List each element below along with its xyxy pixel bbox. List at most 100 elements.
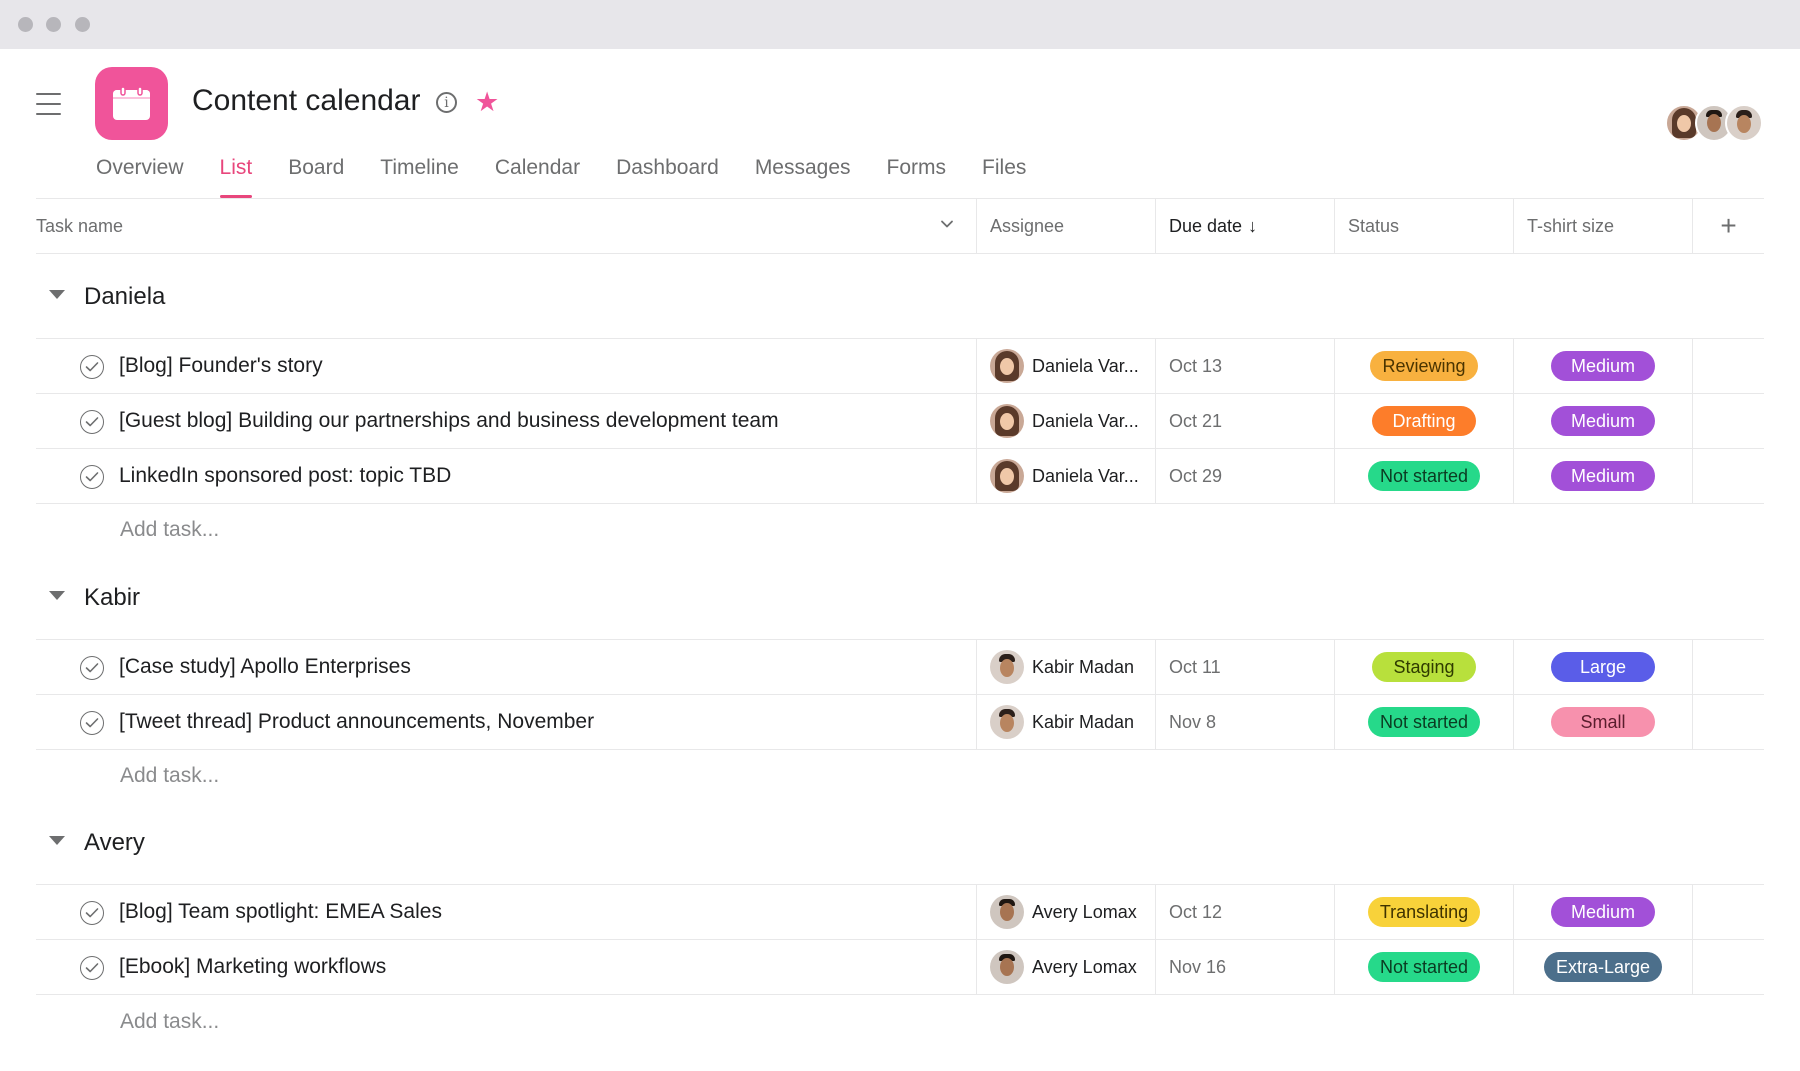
section-header[interactable]: Kabir xyxy=(36,555,1764,640)
star-icon[interactable]: ★ xyxy=(475,87,500,117)
complete-check-icon[interactable] xyxy=(80,901,104,925)
avatar xyxy=(990,404,1024,438)
page-title: Content calendar xyxy=(192,84,421,117)
task-name[interactable]: [Blog] Team spotlight: EMEA Sales xyxy=(119,900,442,923)
column-header-due-date[interactable]: Due date ↓ xyxy=(1155,199,1334,253)
empty-cell xyxy=(1692,640,1764,694)
status-badge[interactable]: Not started xyxy=(1367,707,1481,737)
caret-down-icon[interactable] xyxy=(49,290,65,299)
project-logo xyxy=(95,67,168,140)
tab-files[interactable]: Files xyxy=(982,156,1027,179)
complete-check-icon[interactable] xyxy=(80,410,104,434)
status-badge[interactable]: Translating xyxy=(1367,897,1481,927)
empty-cell xyxy=(1692,394,1764,448)
due-date[interactable]: Oct 11 xyxy=(1155,640,1334,694)
tab-messages[interactable]: Messages xyxy=(754,156,851,179)
size-badge[interactable]: Medium xyxy=(1551,897,1655,927)
project-members[interactable] xyxy=(1665,104,1763,142)
table-row[interactable]: [Blog] Founder's story Daniela Var... Oc… xyxy=(36,339,1764,394)
avatar xyxy=(990,349,1024,383)
window-maximize-button[interactable] xyxy=(75,17,90,32)
window-minimize-button[interactable] xyxy=(46,17,61,32)
assignee-name[interactable]: Avery Lomax xyxy=(1032,956,1137,977)
assignee-name[interactable]: Daniela Var... xyxy=(1032,465,1139,486)
size-badge[interactable]: Large xyxy=(1551,652,1655,682)
add-task-button[interactable]: Add task... xyxy=(120,518,220,541)
section-header[interactable]: Daniela xyxy=(36,254,1764,339)
assignee-name[interactable]: Daniela Var... xyxy=(1032,355,1139,376)
info-icon[interactable]: i xyxy=(436,92,457,113)
empty-cell xyxy=(1692,449,1764,503)
complete-check-icon[interactable] xyxy=(80,656,104,680)
size-badge[interactable]: Small xyxy=(1551,707,1655,737)
column-header-status[interactable]: Status xyxy=(1334,199,1513,253)
column-header-assignee[interactable]: Assignee xyxy=(976,199,1155,253)
due-date[interactable]: Nov 16 xyxy=(1155,940,1334,994)
tab-overview[interactable]: Overview xyxy=(96,156,184,179)
section-name: Daniela xyxy=(84,283,166,310)
size-badge[interactable]: Extra-Large xyxy=(1543,952,1663,982)
task-name[interactable]: LinkedIn sponsored post: topic TBD xyxy=(119,464,452,487)
calendar-icon xyxy=(113,87,150,120)
table-row[interactable]: [Ebook] Marketing workflows Avery Lomax … xyxy=(36,940,1764,995)
assignee-name[interactable]: Kabir Madan xyxy=(1032,656,1135,677)
avatar xyxy=(990,650,1024,684)
column-task-label: Task name xyxy=(36,215,124,236)
size-badge[interactable]: Medium xyxy=(1551,461,1655,491)
due-date[interactable]: Oct 12 xyxy=(1155,885,1334,939)
task-name[interactable]: [Tweet thread] Product announcements, No… xyxy=(119,710,595,733)
status-badge[interactable]: Not started xyxy=(1367,461,1481,491)
caret-down-icon[interactable] xyxy=(49,591,65,600)
table-row[interactable]: LinkedIn sponsored post: topic TBD Danie… xyxy=(36,449,1764,504)
column-size-label: T-shirt size xyxy=(1527,215,1615,236)
due-date[interactable]: Oct 13 xyxy=(1155,339,1334,393)
avatar xyxy=(990,705,1024,739)
member-avatar-kabir[interactable] xyxy=(1725,104,1763,142)
due-date[interactable]: Oct 29 xyxy=(1155,449,1334,503)
table-header: Task name Assignee Due date ↓ Status T-s… xyxy=(36,199,1764,254)
tab-dashboard[interactable]: Dashboard xyxy=(616,156,719,179)
complete-check-icon[interactable] xyxy=(80,465,104,489)
table-row[interactable]: [Blog] Team spotlight: EMEA Sales Avery … xyxy=(36,885,1764,940)
task-name[interactable]: [Case study] Apollo Enterprises xyxy=(119,655,411,678)
arrow-down-icon: ↓ xyxy=(1248,215,1258,236)
due-date[interactable]: Oct 21 xyxy=(1155,394,1334,448)
complete-check-icon[interactable] xyxy=(80,711,104,735)
window-close-button[interactable] xyxy=(18,17,33,32)
status-badge[interactable]: Drafting xyxy=(1372,406,1476,436)
empty-cell xyxy=(1692,940,1764,994)
column-header-task-name[interactable]: Task name xyxy=(36,199,976,253)
tab-list[interactable]: List xyxy=(219,156,252,198)
table-row[interactable]: [Tweet thread] Product announcements, No… xyxy=(36,695,1764,750)
avatar xyxy=(990,950,1024,984)
tab-calendar[interactable]: Calendar xyxy=(494,156,581,179)
status-badge[interactable]: Staging xyxy=(1372,652,1476,682)
caret-down-icon[interactable] xyxy=(49,836,65,845)
task-name[interactable]: [Guest blog] Building our partnerships a… xyxy=(119,409,779,432)
add-task-button[interactable]: Add task... xyxy=(120,764,220,787)
chevron-down-icon[interactable] xyxy=(940,217,954,231)
add-task-button[interactable]: Add task... xyxy=(120,1010,220,1033)
complete-check-icon[interactable] xyxy=(80,956,104,980)
table-row[interactable]: [Guest blog] Building our partnerships a… xyxy=(36,394,1764,449)
menu-icon[interactable] xyxy=(36,93,61,115)
table-row[interactable]: [Case study] Apollo Enterprises Kabir Ma… xyxy=(36,640,1764,695)
tab-board[interactable]: Board xyxy=(288,156,345,179)
size-badge[interactable]: Medium xyxy=(1551,351,1655,381)
assignee-name[interactable]: Avery Lomax xyxy=(1032,901,1137,922)
member-avatar-daniela[interactable] xyxy=(1665,104,1703,142)
status-badge[interactable]: Not started xyxy=(1367,952,1481,982)
tab-forms[interactable]: Forms xyxy=(886,156,947,179)
size-badge[interactable]: Medium xyxy=(1551,406,1655,436)
task-name[interactable]: [Blog] Founder's story xyxy=(119,354,323,377)
column-header-tshirt-size[interactable]: T-shirt size xyxy=(1513,199,1692,253)
add-column-button[interactable]: + xyxy=(1692,199,1764,253)
status-badge[interactable]: Reviewing xyxy=(1370,351,1478,381)
section-header[interactable]: Avery xyxy=(36,800,1764,885)
due-date[interactable]: Nov 8 xyxy=(1155,695,1334,749)
assignee-name[interactable]: Kabir Madan xyxy=(1032,711,1135,732)
tab-timeline[interactable]: Timeline xyxy=(380,156,459,179)
assignee-name[interactable]: Daniela Var... xyxy=(1032,410,1139,431)
complete-check-icon[interactable] xyxy=(80,355,104,379)
task-name[interactable]: [Ebook] Marketing workflows xyxy=(119,955,387,978)
